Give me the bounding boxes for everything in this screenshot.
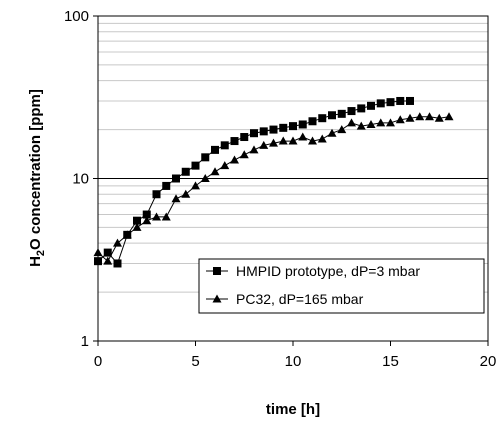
data-point-square xyxy=(259,127,268,136)
data-point-square xyxy=(142,210,151,219)
data-point-triangle xyxy=(132,222,142,231)
data-point-triangle xyxy=(395,115,405,124)
data-point-square xyxy=(230,137,239,146)
data-point-triangle xyxy=(405,113,415,122)
data-point-square xyxy=(298,120,307,129)
data-point-square xyxy=(211,145,219,154)
data-point-triangle xyxy=(288,136,298,145)
data-point-triangle xyxy=(259,140,269,149)
data-point-triangle xyxy=(347,118,356,127)
data-point-square xyxy=(220,141,229,150)
legend-box xyxy=(198,258,485,314)
data-point-square xyxy=(328,111,336,120)
y-tick-label: 10 xyxy=(72,171,89,188)
legend-label-0: HMPID prototype, dP=3 mbar xyxy=(236,263,420,279)
data-point-triangle xyxy=(122,230,132,239)
data-point-triangle xyxy=(308,136,317,145)
data-point-square xyxy=(133,216,141,225)
data-point-triangle xyxy=(317,134,327,143)
data-point-triangle xyxy=(191,181,200,190)
x-tick-label: 15 xyxy=(382,353,399,370)
data-point-square xyxy=(172,174,180,183)
x-axis-title: time [h] xyxy=(266,401,320,418)
y-axis-ticks: 1 10 100 xyxy=(64,8,98,350)
data-point-triangle xyxy=(376,118,386,127)
data-point-triangle xyxy=(161,212,171,221)
data-point-square xyxy=(162,181,171,190)
legend-marker-triangle xyxy=(212,294,222,303)
data-point-square xyxy=(318,114,327,123)
data-point-triangle xyxy=(171,194,181,203)
data-point-square xyxy=(250,129,258,138)
data-point-square xyxy=(191,161,200,170)
data-point-square xyxy=(357,104,366,113)
legend-label-1: PC32, dP=165 mbar xyxy=(236,291,364,307)
data-point-square xyxy=(376,99,385,108)
data-point-triangle xyxy=(298,132,308,141)
x-axis-ticks: 0 5 10 15 20 xyxy=(94,341,497,370)
data-point-triangle xyxy=(337,125,347,134)
data-point-square xyxy=(367,101,375,110)
data-point-square xyxy=(347,107,356,116)
data-point-triangle xyxy=(200,174,210,182)
data-point-triangle xyxy=(113,238,122,247)
y-axis-title-rest: O concentration [ppm] xyxy=(27,89,44,250)
data-point-square xyxy=(103,248,112,257)
data-point-triangle xyxy=(415,112,425,121)
data-point-triangle xyxy=(278,136,288,145)
data-point-square xyxy=(337,109,346,118)
x-tick-label: 10 xyxy=(285,353,302,370)
data-point-square xyxy=(240,133,249,142)
data-point-triangle xyxy=(239,150,249,159)
x-tick-label: 0 xyxy=(94,353,102,370)
data-point-triangle xyxy=(444,112,454,121)
y-tick-label: 1 xyxy=(81,333,89,350)
series-markers xyxy=(93,96,454,268)
y-tick-label: 100 xyxy=(64,8,89,25)
data-point-triangle xyxy=(230,155,239,164)
data-point-square xyxy=(181,167,190,176)
data-point-square xyxy=(406,96,414,105)
data-point-triangle xyxy=(181,189,191,198)
legend-marker-square xyxy=(213,267,221,275)
data-point-square xyxy=(308,117,317,126)
data-point-triangle xyxy=(327,128,337,137)
data-point-triangle xyxy=(269,138,278,147)
data-point-triangle xyxy=(434,113,444,122)
data-point-triangle xyxy=(152,212,161,221)
x-tick-label: 5 xyxy=(191,353,199,370)
data-point-triangle xyxy=(249,145,259,154)
legend: HMPID prototype, dP=3 mbar PC32, dP=165 … xyxy=(198,258,485,314)
data-point-square xyxy=(289,122,297,131)
data-point-triangle xyxy=(366,119,376,128)
data-point-triangle xyxy=(220,161,230,170)
data-point-square xyxy=(269,125,278,134)
data-point-square xyxy=(279,123,288,132)
data-point-square xyxy=(152,190,161,199)
data-point-triangle xyxy=(356,121,366,130)
data-point-triangle xyxy=(425,112,434,121)
x-tick-label: 20 xyxy=(480,353,497,370)
y-axis-title-main: H xyxy=(27,256,44,267)
data-point-square xyxy=(113,259,122,268)
data-point-triangle xyxy=(142,216,152,225)
data-point-square xyxy=(396,96,405,105)
data-point-triangle xyxy=(386,118,395,127)
data-point-square xyxy=(386,98,395,107)
y-axis-title: H2O concentration [ppm] xyxy=(27,89,47,267)
data-point-square xyxy=(201,153,210,162)
data-point-triangle xyxy=(103,256,113,265)
data-point-triangle xyxy=(210,167,220,176)
y-axis-title-subscript: 2 xyxy=(35,250,47,256)
